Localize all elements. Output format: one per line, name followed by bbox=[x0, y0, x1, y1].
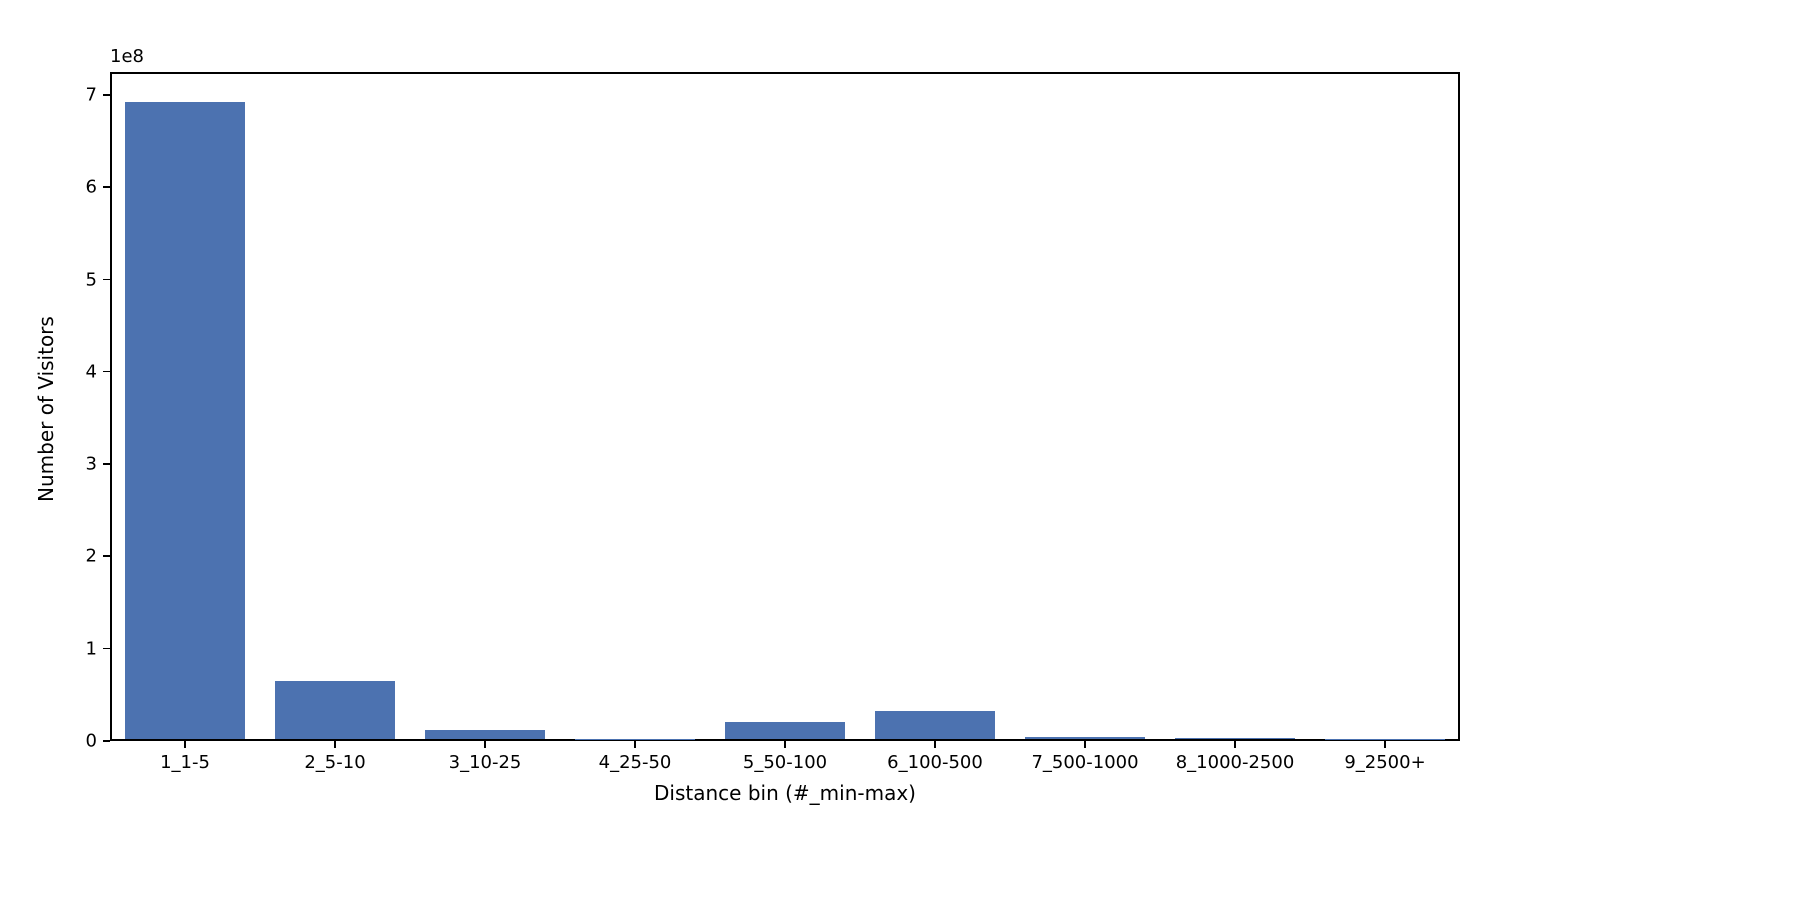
bar bbox=[1025, 737, 1145, 739]
figure: 1e8 Number of Visitors Distance bin (#_m… bbox=[0, 0, 1800, 900]
y-tick bbox=[103, 648, 110, 650]
y-tick bbox=[103, 555, 110, 557]
x-tick bbox=[1384, 741, 1386, 748]
y-tick bbox=[103, 186, 110, 188]
y-axis-spine bbox=[110, 72, 112, 741]
y-tick-label: 6 bbox=[73, 177, 97, 198]
bar bbox=[875, 711, 995, 739]
plot-area bbox=[110, 72, 1460, 741]
x-tick-label: 3_10-25 bbox=[449, 752, 522, 773]
bar bbox=[425, 730, 545, 739]
x-tick bbox=[484, 741, 486, 748]
x-tick-label: 2_5-10 bbox=[304, 752, 365, 773]
x-tick-label: 6_100-500 bbox=[887, 752, 983, 773]
x-tick bbox=[934, 741, 936, 748]
bar bbox=[275, 681, 395, 739]
x-tick bbox=[784, 741, 786, 748]
bar bbox=[725, 722, 845, 739]
y-tick bbox=[103, 94, 110, 96]
y-tick bbox=[103, 371, 110, 373]
y-tick-label: 4 bbox=[73, 361, 97, 382]
x-tick bbox=[1234, 741, 1236, 748]
x-tick bbox=[1084, 741, 1086, 748]
x-tick-label: 4_25-50 bbox=[599, 752, 672, 773]
x-axis-label: Distance bin (#_min-max) bbox=[110, 781, 1460, 805]
y-tick bbox=[103, 279, 110, 281]
x-tick bbox=[634, 741, 636, 748]
y-tick-label: 7 bbox=[73, 85, 97, 106]
x-tick-label: 7_500-1000 bbox=[1031, 752, 1138, 773]
y-tick-label: 2 bbox=[73, 546, 97, 567]
y-tick-label: 5 bbox=[73, 269, 97, 290]
y-axis-label: Number of Visitors bbox=[34, 316, 58, 502]
y-tick-label: 3 bbox=[73, 454, 97, 475]
x-tick-label: 8_1000-2500 bbox=[1176, 752, 1295, 773]
bar bbox=[125, 102, 245, 739]
x-tick bbox=[184, 741, 186, 748]
x-tick-label: 5_50-100 bbox=[743, 752, 827, 773]
y-tick-label: 1 bbox=[73, 638, 97, 659]
y-tick bbox=[103, 463, 110, 465]
y-tick bbox=[103, 740, 110, 742]
y-tick-label: 0 bbox=[73, 731, 97, 752]
y-axis-offset-text: 1e8 bbox=[110, 46, 144, 67]
bar bbox=[1175, 738, 1295, 739]
x-tick-label: 1_1-5 bbox=[160, 752, 210, 773]
x-tick-label: 9_2500+ bbox=[1344, 752, 1425, 773]
x-tick bbox=[334, 741, 336, 748]
